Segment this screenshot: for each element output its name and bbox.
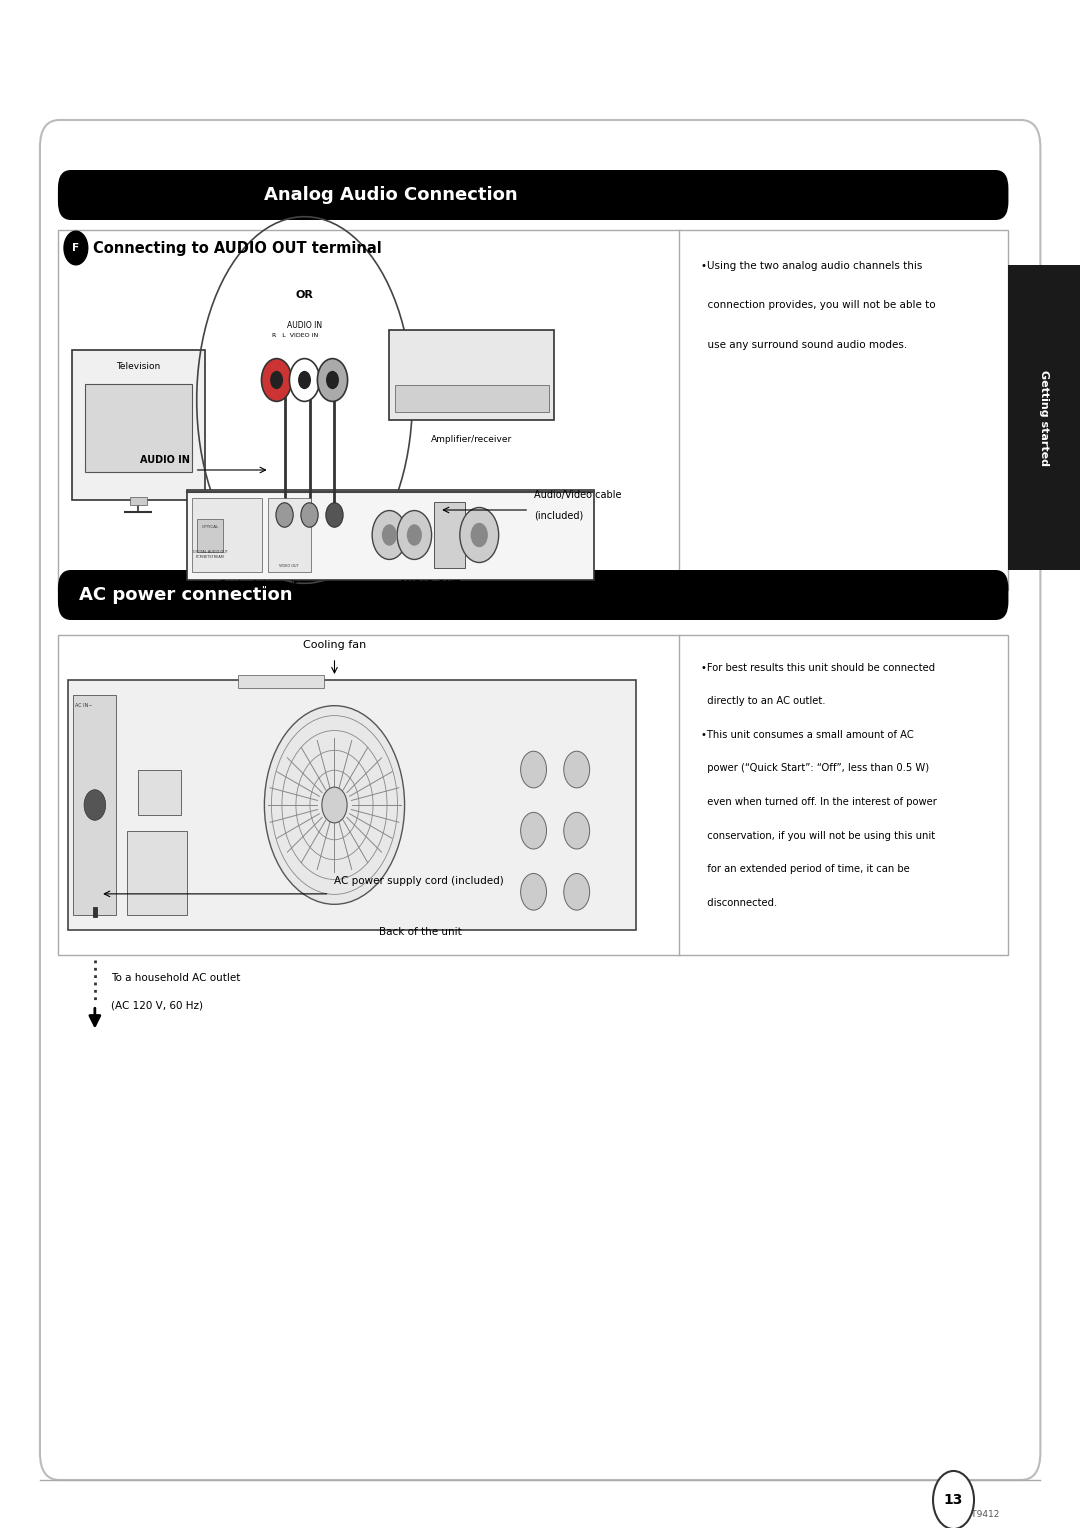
Bar	[192, 498, 262, 573]
Bar	[68, 680, 636, 931]
Circle shape	[564, 813, 590, 850]
Text: •This unit consumes a small amount of AC: •This unit consumes a small amount of AC	[701, 730, 914, 740]
Bar	[395, 385, 549, 413]
Circle shape	[382, 524, 397, 545]
Text: R   L  VIDEO IN: R L VIDEO IN	[272, 333, 319, 338]
Text: conservation, if you will not be using this unit: conservation, if you will not be using t…	[701, 831, 934, 840]
Text: Back of the unit: Back of the unit	[379, 926, 462, 937]
Text: AC power supply cord (included): AC power supply cord (included)	[335, 876, 504, 886]
Bar	[390, 330, 554, 420]
Text: OPTICAL: OPTICAL	[202, 526, 219, 529]
Circle shape	[471, 523, 488, 547]
Text: F: F	[72, 243, 80, 254]
Text: connection provides, you will not be able to: connection provides, you will not be abl…	[701, 301, 935, 310]
Circle shape	[326, 503, 343, 527]
Text: power (“Quick Start”: “Off”, less than 0.5 W): power (“Quick Start”: “Off”, less than 0…	[701, 764, 929, 773]
Bar	[72, 350, 205, 500]
Text: AUDIO OUT: AUDIO OUT	[400, 581, 460, 590]
Circle shape	[261, 359, 292, 402]
Text: (included): (included)	[535, 510, 583, 520]
Circle shape	[301, 503, 319, 527]
Text: directly to an AC outlet.: directly to an AC outlet.	[701, 697, 825, 706]
Circle shape	[84, 790, 106, 821]
Circle shape	[326, 371, 339, 390]
Text: To a household AC outlet: To a household AC outlet	[111, 973, 241, 984]
Text: DIGITAL AUDIO OUT
PCM/BITSTREAM: DIGITAL AUDIO OUT PCM/BITSTREAM	[193, 550, 228, 559]
Bar	[434, 503, 464, 568]
Text: Cooling fan: Cooling fan	[302, 640, 366, 651]
Circle shape	[460, 507, 499, 562]
Circle shape	[322, 787, 347, 824]
Circle shape	[397, 510, 432, 559]
Circle shape	[373, 510, 407, 559]
Text: use any surround sound audio modes.: use any surround sound audio modes.	[701, 341, 907, 350]
FancyBboxPatch shape	[40, 121, 1040, 1481]
Text: disconnected.: disconnected.	[701, 898, 777, 908]
Bar	[138, 770, 181, 816]
Bar	[239, 675, 324, 688]
Text: OR: OR	[296, 290, 313, 299]
Text: •Using the two analog audio channels this: •Using the two analog audio channels thi…	[701, 261, 922, 270]
Text: Amplifier/receiver: Amplifier/receiver	[431, 435, 512, 445]
Text: AUDIO IN: AUDIO IN	[139, 455, 190, 465]
Circle shape	[64, 231, 87, 264]
Circle shape	[933, 1471, 974, 1528]
Circle shape	[265, 706, 405, 905]
Circle shape	[318, 359, 348, 402]
Text: VIDEO OUT: VIDEO OUT	[280, 564, 299, 568]
Bar	[58, 636, 1009, 955]
Bar	[130, 497, 147, 504]
Text: AC power connection: AC power connection	[80, 587, 293, 604]
Circle shape	[270, 371, 283, 390]
Circle shape	[407, 524, 422, 545]
Circle shape	[564, 752, 590, 788]
Circle shape	[298, 371, 311, 390]
Bar	[85, 384, 192, 472]
Circle shape	[521, 874, 546, 911]
Bar	[198, 520, 224, 553]
Text: AUDIO IN: AUDIO IN	[287, 321, 322, 330]
Text: RQT9412: RQT9412	[959, 1510, 1000, 1519]
Text: 13: 13	[944, 1493, 963, 1507]
FancyBboxPatch shape	[58, 170, 1009, 220]
Circle shape	[275, 503, 293, 527]
Text: even when turned off. In the interest of power: even when turned off. In the interest of…	[701, 798, 936, 807]
Text: Audio/Video cable: Audio/Video cable	[535, 490, 622, 500]
Text: •For best results this unit should be connected: •For best results this unit should be co…	[701, 663, 934, 672]
Circle shape	[521, 752, 546, 788]
Circle shape	[564, 874, 590, 911]
Bar	[73, 695, 117, 915]
Circle shape	[521, 813, 546, 850]
Text: Back of the unit: Back of the unit	[219, 581, 297, 590]
Circle shape	[289, 359, 320, 402]
Text: (AC 120 V, 60 Hz): (AC 120 V, 60 Hz)	[111, 1001, 203, 1012]
Bar	[127, 831, 187, 915]
Bar	[268, 498, 311, 573]
Text: Connecting to AUDIO OUT terminal: Connecting to AUDIO OUT terminal	[93, 240, 381, 255]
Text: Analog Audio Connection: Analog Audio Connection	[264, 186, 517, 205]
Text: Getting started: Getting started	[1039, 370, 1050, 466]
Bar	[187, 490, 594, 581]
Text: Television: Television	[117, 362, 161, 371]
Text: for an extended period of time, it can be: for an extended period of time, it can b…	[701, 865, 909, 874]
Bar	[1009, 264, 1080, 570]
Bar	[58, 231, 1009, 590]
FancyBboxPatch shape	[58, 570, 1009, 620]
Text: AC IN~: AC IN~	[76, 703, 93, 707]
